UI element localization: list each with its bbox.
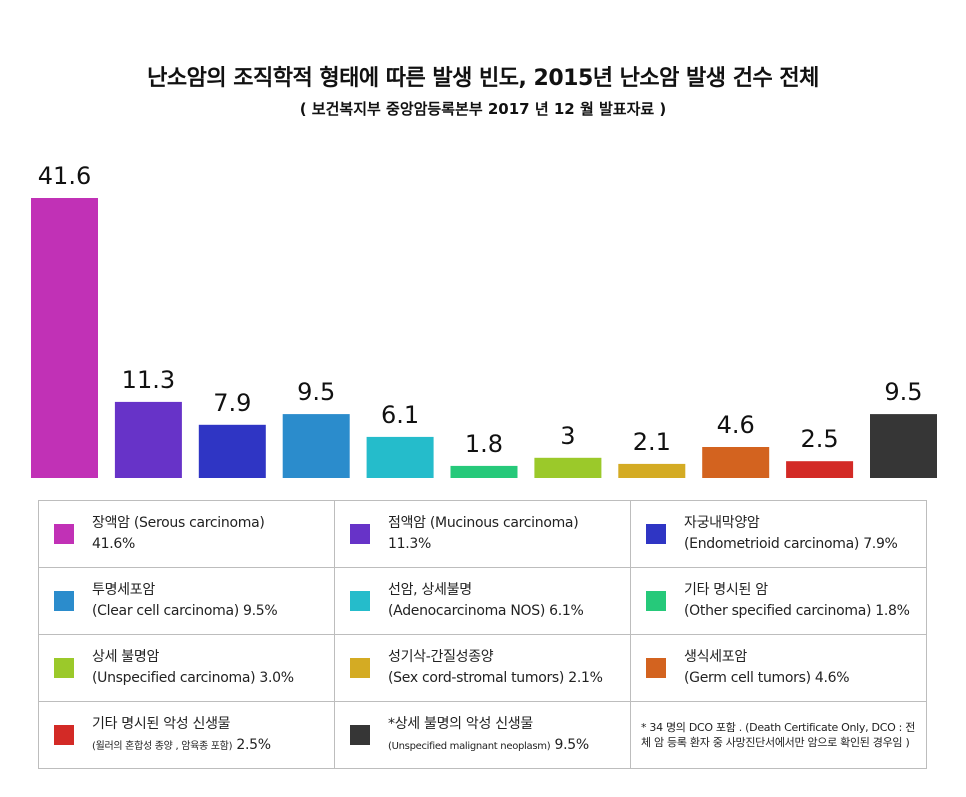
legend-value: 9.5%: [550, 736, 589, 753]
dco-footnote: * 34 명의 DCO 포함 . (Death Certificate Only…: [641, 721, 916, 749]
bar-8: [618, 463, 686, 478]
legend-swatch: [54, 524, 74, 544]
bar-value-label: 41.6: [38, 162, 91, 190]
bar-value-label: 4.6: [717, 411, 755, 439]
legend-sublabel: (Unspecified malignant neoplasm): [388, 740, 551, 752]
bar-3: [198, 424, 266, 478]
legend-cell-mucinous: 점액암 (Mucinous carcinoma) 11.3%: [334, 500, 631, 568]
legend-swatch: [646, 524, 666, 544]
bar-4: [282, 414, 350, 478]
legend-swatch: [646, 658, 666, 678]
bar-value-label: 3: [560, 422, 575, 450]
legend-swatch: [54, 591, 74, 611]
legend-value: (Clear cell carcinoma) 9.5%: [92, 603, 278, 619]
legend-label: 생식세포암: [684, 649, 747, 665]
legend-cell-endometrioid: 자궁내막양암 (Endometrioid carcinoma) 7.9%: [630, 500, 927, 568]
legend-cell-clear-cell: 투명세포암 (Clear cell carcinoma) 9.5%: [38, 567, 335, 635]
legend-cell-other-carcinoma: 기타 명시된 암 (Other specified carcinoma) 1.8%: [630, 567, 927, 635]
bar-6: [450, 465, 518, 478]
legend-label: 기타 명시된 암: [684, 582, 768, 598]
bar-11: [870, 414, 937, 478]
bar-9: [702, 447, 770, 478]
chart-title: 난소암의 조직학적 형태에 따른 발생 빈도, 2015년 난소암 발생 건수 …: [147, 66, 819, 91]
legend-value: (Unspecified carcinoma) 3.0%: [92, 670, 294, 686]
bar-1: [31, 198, 98, 478]
legend-value: 41.6%: [92, 536, 135, 552]
legend-label: 자궁내막양암: [684, 515, 760, 531]
bar-10: [786, 461, 854, 478]
legend-cell-sex-cord: 성기삭-간질성종양 (Sex cord-stromal tumors) 2.1%: [334, 634, 631, 702]
legend-value: (Other specified carcinoma) 1.8%: [684, 603, 910, 619]
bar-5: [366, 436, 434, 478]
legend-cell-germ-cell: 생식세포암 (Germ cell tumors) 4.6%: [630, 634, 927, 702]
legend-value: (Adenocarcinoma NOS) 6.1%: [388, 603, 584, 619]
legend-swatch: [350, 591, 370, 611]
legend-label: 상세 불명암: [92, 649, 160, 665]
legend-label: 투명세포암: [92, 582, 155, 598]
bar-value-label: 6.1: [381, 401, 419, 429]
legend-cell-unspecified-carcinoma: 상세 불명암 (Unspecified carcinoma) 3.0%: [38, 634, 335, 702]
legend-cell-unspecified-malignant: *상세 불명의 악성 신생물 (Unspecified malignant neo…: [334, 701, 631, 769]
legend-label: 성기삭-간질성종양: [388, 649, 494, 665]
legend-swatch: [350, 658, 370, 678]
bar-value-label: 9.5: [297, 378, 335, 406]
legend-label: 선암, 상세불명: [388, 582, 472, 598]
legend-value: (Germ cell tumors) 4.6%: [684, 670, 850, 686]
bar-value-label: 7.9: [213, 389, 251, 417]
legend-cell-other-malignant: 기타 명시된 악성 신생물 (윌러의 혼합성 종양 , 암육종 포함) 2.5%: [38, 701, 335, 769]
bar-value-label: 9.5: [884, 378, 922, 406]
bar-2: [114, 401, 182, 478]
bar-value-label: 2.1: [633, 428, 671, 456]
legend-sublabel: (윌러의 혼합성 종양 , 암육종 포함): [92, 740, 233, 752]
legend-swatch: [350, 725, 370, 745]
bar-value-label: 11.3: [122, 366, 175, 394]
legend-swatch: [350, 524, 370, 544]
bar-7: [534, 457, 602, 478]
legend-value: (Endometrioid carcinoma) 7.9%: [684, 536, 898, 552]
legend-value: 11.3%: [388, 536, 431, 552]
legend-swatch: [54, 658, 74, 678]
legend-value: 2.5%: [232, 736, 271, 753]
bar-chart: 41.6 11.3 7.9 9.5 6.1 1.8 3 2.1 4.6 2.5 9.5: [31, 162, 937, 478]
legend-cell-note: * 34 명의 DCO 포함 . (Death Certificate Only…: [630, 701, 927, 769]
legend-label: 기타 명시된 악성 신생물: [92, 715, 231, 732]
legend-label: 장액암 (Serous carcinoma): [92, 515, 265, 531]
legend-value: (Sex cord-stromal tumors) 2.1%: [388, 670, 603, 686]
legend-table: 장액암 (Serous carcinoma) 41.6% 점액암 (Mucinou…: [38, 500, 927, 769]
legend-label: 점액암 (Mucinous carcinoma): [388, 515, 579, 531]
legend-swatch: [646, 591, 666, 611]
chart-subtitle: ( 보건복지부 중앙암등록본부 2017 년 12 월 발표자료 ): [299, 100, 667, 118]
legend-swatch: [54, 725, 74, 745]
bar-value-label: 1.8: [465, 430, 503, 458]
legend-cell-adenocarcinoma: 선암, 상세불명 (Adenocarcinoma NOS) 6.1%: [334, 567, 631, 635]
bar-value-label: 2.5: [801, 425, 839, 453]
legend-cell-serous: 장액암 (Serous carcinoma) 41.6%: [38, 500, 335, 568]
legend-label: *상세 불명의 악성 신생물: [388, 715, 533, 732]
